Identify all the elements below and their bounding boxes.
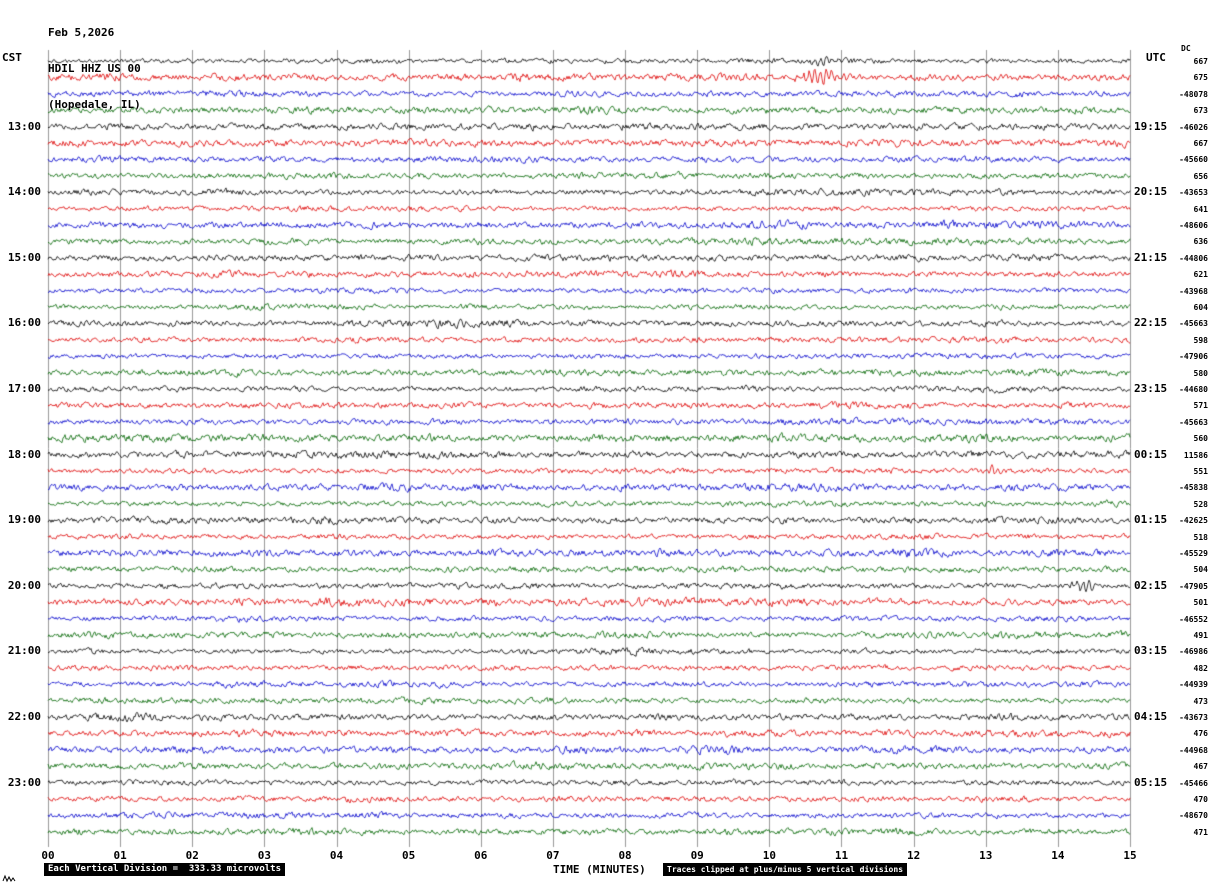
- dc-offset-value: 621: [1193, 270, 1208, 280]
- dc-offset-value: 673: [1193, 106, 1208, 116]
- dc-offset-value: 501: [1193, 598, 1208, 608]
- cst-hour-label: 19:00: [7, 513, 41, 527]
- vertical-division-note: Each Vertical Division = 333.33 microvol…: [44, 863, 285, 876]
- dc-offset-value: -44806: [1179, 253, 1208, 263]
- x-tick-label: 13: [979, 849, 993, 862]
- cst-hour-label: 15:00: [7, 250, 41, 264]
- location-label: (Hopedale, IL): [48, 98, 141, 111]
- dc-offset-value: -45838: [1179, 483, 1208, 493]
- dc-offset-value: -44680: [1179, 385, 1208, 394]
- dc-offset-value: 667: [1193, 57, 1208, 66]
- x-tick-label: 11: [834, 849, 849, 862]
- dc-offset-value: -42625: [1179, 516, 1208, 526]
- x-tick-label: 10: [762, 849, 776, 862]
- plot-header: Feb 5,2026 HDIL HHZ US 00 (Hopedale, IL): [48, 3, 141, 135]
- dc-offset-value: -44968: [1179, 745, 1208, 755]
- date-label: Feb 5,2026: [48, 26, 115, 39]
- utc-hour-label: 21:15: [1134, 250, 1168, 264]
- utc-hour-label: 22:15: [1134, 316, 1168, 330]
- dc-offset-value: -43968: [1179, 286, 1208, 296]
- utc-hour-label: 20:15: [1134, 185, 1168, 199]
- utc-hour-label: 03:15: [1134, 644, 1168, 658]
- x-tick-label: 12: [906, 849, 921, 862]
- dc-offset-value: 560: [1193, 434, 1208, 444]
- corner-squiggle-icon: [2, 874, 16, 883]
- x-tick-label: 08: [618, 849, 632, 862]
- utc-hour-label: 00:15: [1134, 447, 1168, 461]
- utc-hour-label: 23:15: [1134, 382, 1168, 395]
- cst-hour-label: 23:00: [7, 775, 41, 789]
- dc-offset-value: 641: [1193, 204, 1208, 214]
- utc-hour-label: 02:15: [1134, 578, 1168, 592]
- dc-offset-value: 598: [1193, 335, 1208, 345]
- utc-hour-label: 04:15: [1134, 710, 1168, 723]
- x-tick-label: 03: [257, 849, 272, 862]
- dc-offset-value: 518: [1193, 532, 1208, 542]
- utc-hour-label: 05:15: [1134, 775, 1168, 789]
- x-axis-label: TIME (MINUTES): [553, 863, 646, 876]
- dc-offset-value: 571: [1193, 401, 1208, 411]
- dc-offset-value: -45466: [1179, 778, 1208, 788]
- x-tick-label: 00: [41, 849, 55, 862]
- dc-offset-value: -46026: [1179, 122, 1208, 132]
- station-label: HDIL HHZ US 00: [48, 62, 141, 75]
- cst-hour-label: 13:00: [7, 119, 41, 133]
- dc-offset-value: 528: [1193, 499, 1208, 509]
- dc-offset-value: -44939: [1179, 680, 1208, 690]
- x-tick-label: 05: [402, 849, 416, 862]
- dc-offset-value: 604: [1193, 303, 1208, 312]
- dc-offset-value: -43653: [1179, 188, 1208, 198]
- x-tick-label: 14: [1051, 849, 1065, 862]
- cst-hour-label: 20:00: [7, 578, 41, 592]
- cst-hour-label: 22:00: [7, 710, 41, 723]
- dc-offset-value: 675: [1193, 73, 1208, 83]
- dc-offset-value: -48670: [1179, 811, 1208, 821]
- utc-hour-label: 19:15: [1134, 119, 1168, 133]
- cst-hour-label: 17:00: [7, 382, 41, 395]
- clipping-note: Traces clipped at plus/minus 5 vertical …: [663, 863, 908, 876]
- x-tick-label: 07: [546, 849, 560, 862]
- x-tick-label: 06: [474, 849, 488, 862]
- dc-offset-value: -48078: [1179, 89, 1208, 99]
- cst-hour-label: 14:00: [7, 185, 41, 199]
- dc-offset-value: -45663: [1179, 417, 1208, 427]
- dc-offset-value: 471: [1193, 827, 1208, 837]
- dc-offset-value: 656: [1193, 171, 1208, 181]
- dc-offset-value: -45529: [1179, 549, 1208, 558]
- cst-hour-label: 21:00: [7, 644, 41, 658]
- dc-offset-value: -47906: [1179, 352, 1208, 362]
- dc-offset-value: 551: [1193, 467, 1208, 476]
- dc-offset-value: 467: [1193, 762, 1208, 772]
- x-tick-label: 15: [1123, 849, 1137, 862]
- dc-offset-value: 482: [1193, 663, 1208, 673]
- left-axis-title: CST: [2, 51, 22, 64]
- dc-offset-value: 636: [1193, 237, 1208, 247]
- cst-hour-label: 16:00: [7, 316, 41, 330]
- dc-offset-value: 11586: [1183, 450, 1208, 460]
- dc-offset-value: 504: [1193, 565, 1208, 575]
- dc-offset-value: -46986: [1179, 647, 1208, 657]
- dc-offset-value: -47905: [1179, 581, 1208, 591]
- dc-column-title: DC: [1181, 44, 1191, 53]
- dc-offset-value: 667: [1193, 139, 1208, 148]
- x-tick-label: 01: [113, 849, 127, 862]
- dc-offset-value: -45663: [1179, 319, 1208, 329]
- dc-offset-value: 580: [1193, 368, 1208, 378]
- x-tick-label: 09: [690, 849, 704, 862]
- dc-offset-value: -46552: [1179, 614, 1208, 624]
- dc-offset-value: 473: [1193, 696, 1208, 706]
- dc-offset-value: 470: [1193, 795, 1208, 804]
- x-tick-label: 04: [329, 849, 344, 862]
- x-tick-label: 02: [185, 849, 199, 862]
- cst-hour-label: 18:00: [7, 447, 41, 461]
- dc-offset-value: -48606: [1179, 221, 1208, 230]
- dc-offset-value: -45660: [1179, 155, 1208, 165]
- dc-offset-value: 476: [1193, 729, 1208, 739]
- right-axis-title: UTC: [1146, 51, 1166, 64]
- dc-offset-value: 491: [1193, 631, 1208, 640]
- utc-hour-label: 01:15: [1134, 513, 1168, 527]
- dc-offset-value: -43673: [1179, 713, 1208, 722]
